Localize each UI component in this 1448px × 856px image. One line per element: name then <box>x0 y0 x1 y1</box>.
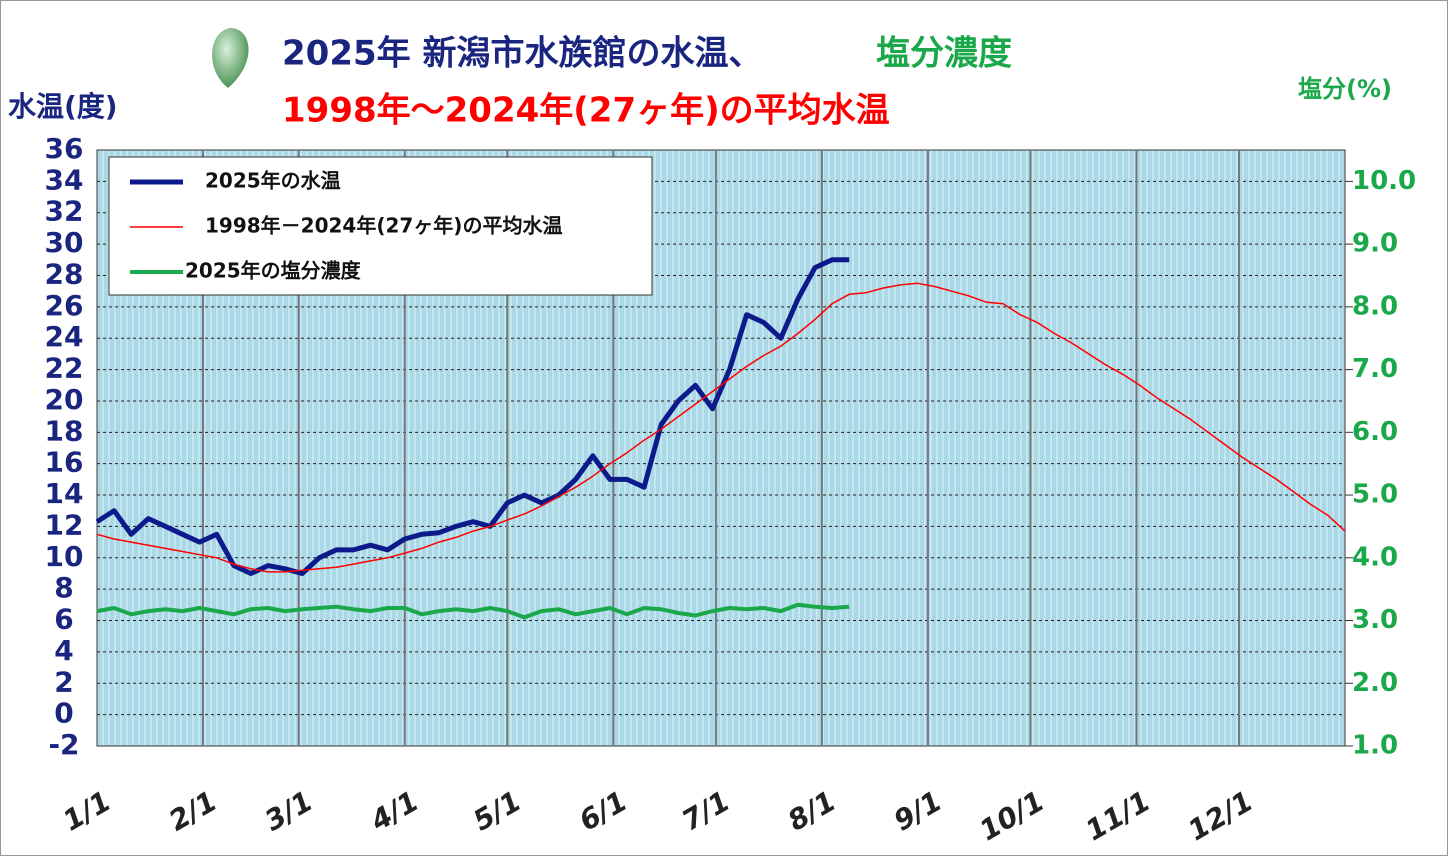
y2-tick-label: 5.0 <box>1352 480 1398 510</box>
chart-title: 2025年 新潟市水族館の水温、 <box>282 34 762 74</box>
y2-tick-label: 7.0 <box>1352 354 1398 384</box>
y-tick-label: 12 <box>45 508 84 541</box>
y2-tick-label: 6.0 <box>1352 417 1398 447</box>
y2-tick-label: 10.0 <box>1352 166 1416 196</box>
legend-label: 2025年の塩分濃度 <box>185 259 362 283</box>
chart-subtitle: 1998年～2024年(27ヶ年)の平均水温 <box>282 91 890 131</box>
y2-tick-label: 8.0 <box>1352 291 1398 321</box>
y-tick-label: 26 <box>45 289 84 322</box>
y-axis-label: 水温(度) <box>8 90 118 123</box>
y-tick-label: 22 <box>45 352 84 385</box>
chart-title-suffix: 塩分濃度 <box>876 34 1012 74</box>
y-tick-label: 14 <box>45 477 84 510</box>
y-tick-label: 10 <box>45 540 84 573</box>
y2-tick-label: 1.0 <box>1352 731 1398 761</box>
y-tick-label: 24 <box>45 320 84 353</box>
y-tick-label: 8 <box>54 571 73 604</box>
y-tick-label: 28 <box>45 257 84 290</box>
legend-label: 1998年－2024年(27ヶ年)の平均水温 <box>205 214 562 238</box>
y2-tick-label: 4.0 <box>1352 542 1398 572</box>
legend-label: 2025年の水温 <box>205 169 341 193</box>
y-tick-label: 4 <box>54 634 73 667</box>
y2-tick-label: 2.0 <box>1352 668 1398 698</box>
legend <box>108 156 653 296</box>
y-tick-label: 16 <box>45 446 84 479</box>
y2-tick-label: 9.0 <box>1352 229 1398 259</box>
y-tick-label: 6 <box>54 603 73 636</box>
y-tick-label: 32 <box>45 195 84 228</box>
y-tick-label: 30 <box>45 226 84 259</box>
y-tick-label: 2 <box>54 665 73 698</box>
series-line <box>96 602 850 620</box>
y-tick-label: 0 <box>54 697 73 730</box>
y-tick-label: 18 <box>45 414 84 447</box>
y-tick-label: 20 <box>45 383 84 416</box>
y2-tick-label: 3.0 <box>1352 605 1398 635</box>
y-tick-label: 36 <box>45 132 84 165</box>
y-tick-label: 34 <box>45 163 84 196</box>
y-tick-label: -2 <box>48 728 79 761</box>
series-line <box>96 282 1346 573</box>
pin-icon <box>212 28 249 88</box>
y2-axis-label: 塩分(%) <box>1298 75 1392 103</box>
